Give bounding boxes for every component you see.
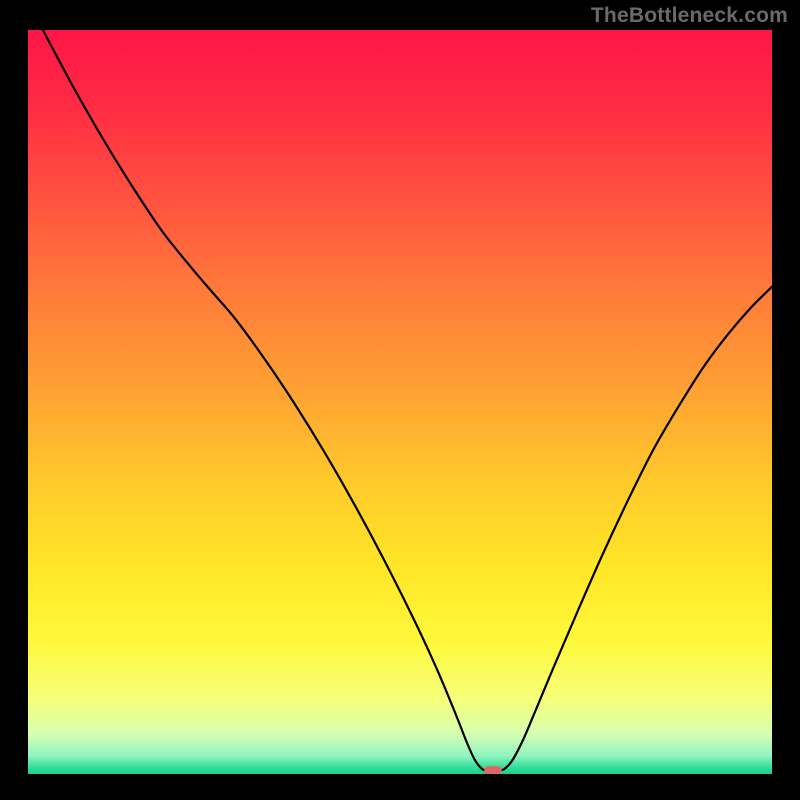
bottleneck-chart: [28, 30, 772, 774]
watermark-text: TheBottleneck.com: [591, 4, 788, 28]
gradient-background: [28, 30, 772, 774]
optimal-marker: [484, 766, 502, 774]
